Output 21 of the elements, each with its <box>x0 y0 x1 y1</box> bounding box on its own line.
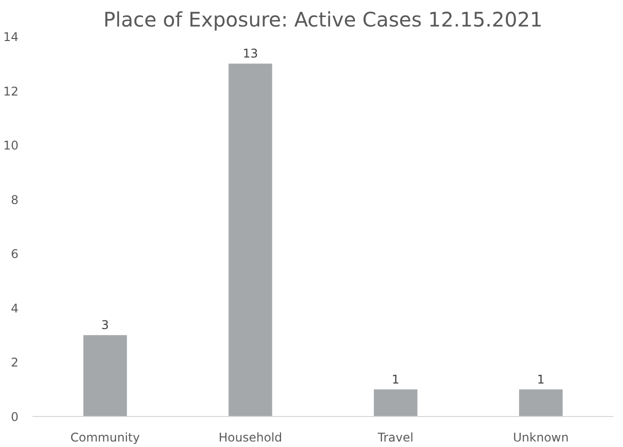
data-label: 3 <box>101 318 109 332</box>
bar <box>228 64 272 416</box>
x-tick-label: Unknown <box>513 430 569 444</box>
x-tick-label: Household <box>218 430 282 444</box>
data-label: 1 <box>392 372 400 386</box>
y-tick-label: 2 <box>10 356 19 370</box>
y-tick-label: 12 <box>3 84 19 98</box>
bar <box>519 389 563 416</box>
y-tick-label: 0 <box>10 410 19 424</box>
y-tick-label: 4 <box>10 301 19 316</box>
y-tick-label: 6 <box>10 247 19 262</box>
bar <box>374 389 418 416</box>
y-tick-label: 14 <box>3 30 19 44</box>
y-tick-label: 8 <box>10 192 19 207</box>
x-tick-label: Community <box>70 430 140 444</box>
bar <box>83 335 127 416</box>
y-tick-label: 10 <box>3 138 19 153</box>
x-tick-label: Travel <box>376 430 414 444</box>
data-label: 1 <box>537 372 545 386</box>
chart-title: Place of Exposure: Active Cases 12.15.2021 <box>103 8 543 32</box>
data-label: 13 <box>242 46 258 61</box>
